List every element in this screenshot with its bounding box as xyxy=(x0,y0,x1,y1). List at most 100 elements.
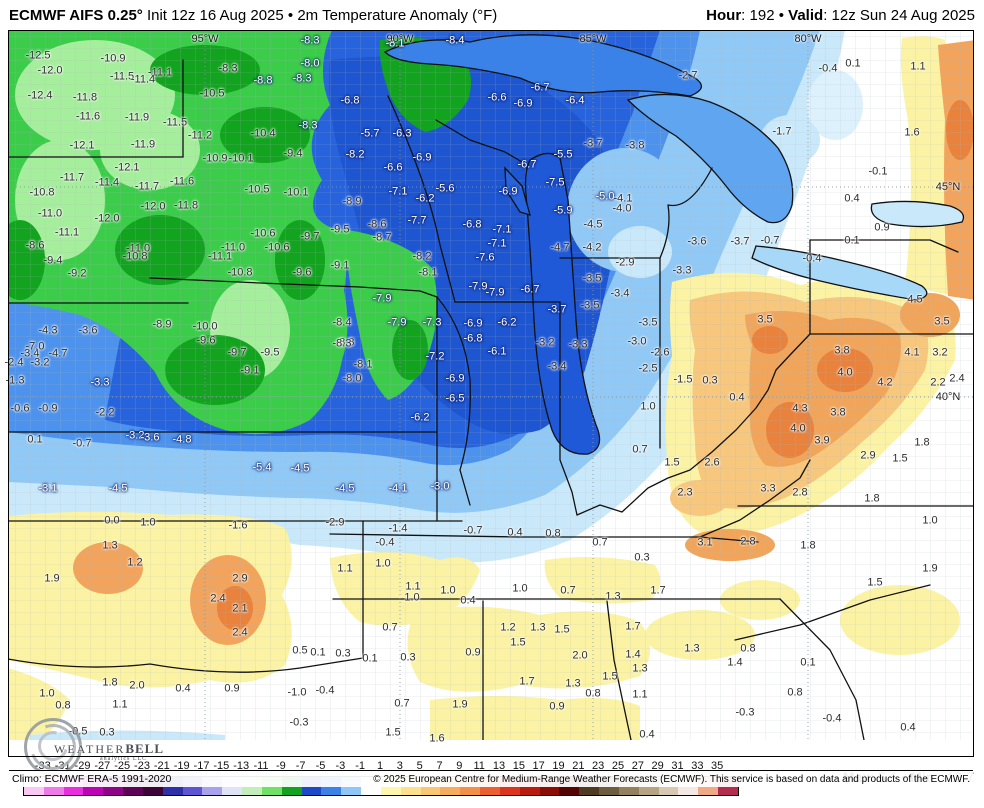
value-label: 1.7 xyxy=(519,675,535,688)
value-label: -4.5 xyxy=(583,218,603,231)
value-label: 1.8 xyxy=(864,492,880,505)
value-label: 0.4 xyxy=(175,682,191,695)
value-label: 0.8 xyxy=(787,686,803,699)
value-label: -10.8 xyxy=(122,250,148,263)
value-label: -8.7 xyxy=(372,231,392,244)
value-label: -10.6 xyxy=(250,227,276,240)
value-label: -11.5 xyxy=(109,70,135,83)
colorbar-tick: -15 xyxy=(213,760,230,772)
green-bay xyxy=(504,166,531,216)
value-label: -6.9 xyxy=(412,151,432,164)
value-label: -11.0 xyxy=(125,242,151,255)
value-label: -9.4 xyxy=(43,254,63,267)
colorbar-tick: -25 xyxy=(114,760,131,772)
colorbar-tick: -17 xyxy=(193,760,210,772)
value-label: -4.1 xyxy=(388,482,408,495)
value-label: 0.4 xyxy=(844,192,860,205)
value-label: -11.4 xyxy=(130,73,156,86)
value-label: 0.1 xyxy=(27,433,43,446)
value-label: 2.1 xyxy=(232,602,248,615)
value-label: -4.1 xyxy=(613,192,633,205)
value-label: 1.3 xyxy=(605,590,621,603)
colorbar-tick: 3 xyxy=(396,760,403,772)
value-label: -3.4 xyxy=(547,360,567,373)
value-label: -8.9 xyxy=(342,195,362,208)
value-label: -4.7 xyxy=(48,347,68,360)
value-label: 1.0 xyxy=(404,591,420,604)
value-label: -7.6 xyxy=(475,251,495,264)
value-label: -10.9 xyxy=(100,52,126,65)
value-label: 0.3 xyxy=(400,651,416,664)
value-label: -3.2 xyxy=(535,336,555,349)
value-label: 0.9 xyxy=(224,682,240,695)
value-label: 1.1 xyxy=(632,688,648,701)
copyright-text: © 2025 European Centre for Medium-Range … xyxy=(373,773,970,785)
value-label: 1.3 xyxy=(684,642,700,655)
colorbar-tick: 7 xyxy=(436,760,443,772)
colorbar-tick: 33 xyxy=(691,760,704,772)
colorbar-tick: -11 xyxy=(253,760,269,772)
value-label: 4.1 xyxy=(904,346,920,359)
value-label: 0.4 xyxy=(729,391,745,404)
value-label: -0.4 xyxy=(822,712,842,725)
value-label: 2.4 xyxy=(232,626,248,639)
value-label: 3.8 xyxy=(830,406,846,419)
colorbar-tick: 15 xyxy=(512,760,525,772)
colorbar-tick: -1 xyxy=(355,760,366,772)
latitude-label: 45°N xyxy=(935,181,961,193)
value-label: 0.7 xyxy=(394,697,410,710)
value-label: -7.1 xyxy=(388,185,408,198)
value-label: -9.5 xyxy=(260,346,280,359)
value-label: 1.5 xyxy=(602,670,618,683)
value-label: 1.4 xyxy=(625,648,641,661)
value-label: 4.2 xyxy=(877,376,893,389)
value-label: -3.2 xyxy=(30,356,50,369)
value-label: -8.1 xyxy=(418,266,438,279)
value-label: -6.1 xyxy=(487,345,507,358)
value-label: -8.3 xyxy=(300,34,320,47)
weatherbell-logo-text: WEATHERBELL analytics LLC xyxy=(54,741,165,762)
weatherbell-logo: WEATHERBELL analytics LLC xyxy=(24,718,194,776)
value-label: 1.2 xyxy=(127,556,143,569)
value-label: 0.7 xyxy=(632,443,648,456)
value-label: -8.3 xyxy=(335,336,355,349)
value-label: 2.2 xyxy=(930,376,946,389)
value-label: -5.7 xyxy=(360,127,380,140)
colorbar-tick: 11 xyxy=(473,760,485,772)
value-label: -8.3 xyxy=(218,62,238,75)
value-label: 2.9 xyxy=(860,449,876,462)
value-label: -8.1 xyxy=(353,358,373,371)
colorbar-tick: 21 xyxy=(572,760,585,772)
value-label: 2.4 xyxy=(949,372,965,385)
colorbar-tick: -19 xyxy=(173,760,190,772)
value-label: -3.0 xyxy=(627,335,647,348)
value-label: -10.5 xyxy=(244,183,270,196)
value-label: -8.0 xyxy=(342,372,362,385)
colorbar-tick: 17 xyxy=(532,760,545,772)
value-label: -6.5 xyxy=(445,392,465,405)
value-label: -7.1 xyxy=(487,237,507,250)
value-label: 0.9 xyxy=(465,646,481,659)
hour-valid: Hour: 192 • Valid: 12z Sun 24 Aug 2025 xyxy=(706,6,975,24)
value-label: -7.1 xyxy=(492,223,512,236)
value-label: 0.8 xyxy=(55,699,71,712)
value-label: 1.0 xyxy=(140,516,156,529)
value-label: 1.9 xyxy=(922,562,938,575)
value-label: -3.7 xyxy=(547,303,567,316)
value-label: -12.5 xyxy=(25,49,51,62)
value-label: -12.0 xyxy=(94,212,120,225)
value-label: 1.0 xyxy=(640,400,656,413)
map-graphic xyxy=(8,30,974,740)
value-label: -0.4 xyxy=(375,536,395,549)
longitude-label: 90°W xyxy=(386,33,414,45)
value-label: -4.2 xyxy=(582,241,602,254)
colorbar-tick: 9 xyxy=(456,760,463,772)
colorbar-tick: -9 xyxy=(275,760,286,772)
value-label: 1.1 xyxy=(337,562,353,575)
value-label: -2.4 xyxy=(4,356,24,369)
value-label: -9.6 xyxy=(292,266,312,279)
value-label: -4.5 xyxy=(335,482,355,495)
value-label: -8.9 xyxy=(152,318,172,331)
value-label: -10.6 xyxy=(264,241,290,254)
value-label: -2.2 xyxy=(95,406,115,419)
